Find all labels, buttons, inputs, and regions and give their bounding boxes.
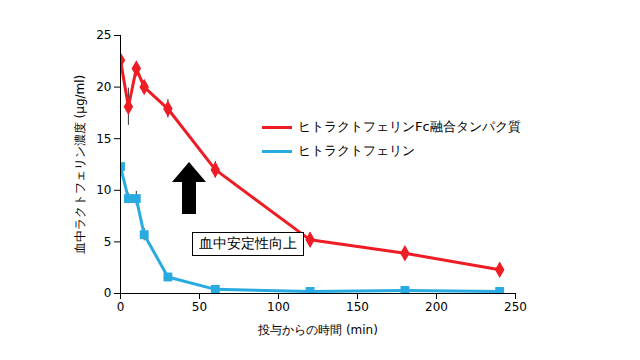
svg-text:25: 25: [96, 28, 111, 42]
svg-text:15: 15: [96, 132, 111, 146]
svg-text:200: 200: [425, 300, 448, 314]
svg-text:5: 5: [104, 235, 112, 249]
html-text:ヒトラクトフェリン: ヒトラクトフェリン: [298, 143, 415, 158]
html-text:ヒトラクトフェリンFc融合タンパク質: ヒトラクトフェリンFc融合タンパク質: [298, 119, 521, 134]
svg-text:0: 0: [117, 300, 125, 314]
svg-text:150: 150: [346, 300, 369, 314]
svg-text:20: 20: [96, 80, 111, 94]
svg-text:50: 50: [192, 300, 207, 314]
svg-text:250: 250: [504, 300, 527, 314]
svg-text:血中ラクトフェリン濃度 (μg/ml): 血中ラクトフェリン濃度 (μg/ml): [73, 75, 87, 255]
svg-text:100: 100: [267, 300, 290, 314]
svg-text:10: 10: [96, 183, 111, 197]
svg-text:投与からの時間 (min): 投与からの時間 (min): [257, 323, 378, 337]
svg-text:0: 0: [104, 286, 112, 300]
html-text:血中安定性向上: 血中安定性向上: [199, 235, 297, 251]
